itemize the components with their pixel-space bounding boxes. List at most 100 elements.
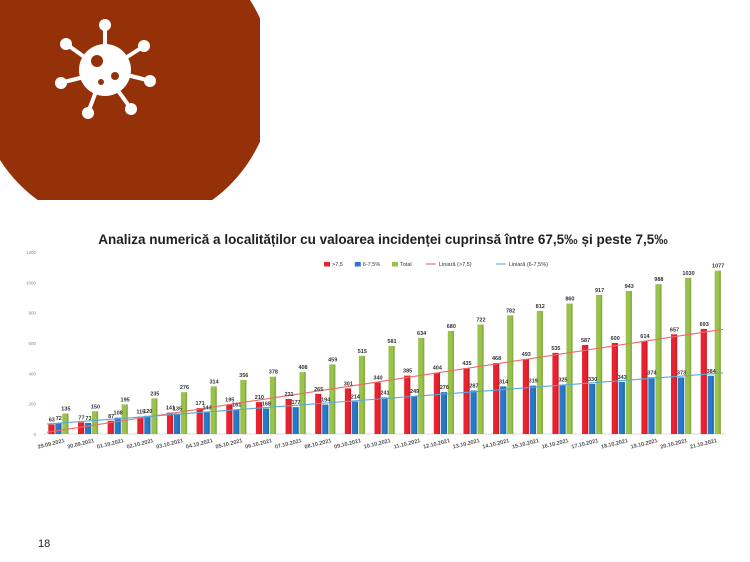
bar-blue: [589, 383, 596, 434]
y-tick-label: 600: [28, 341, 36, 346]
data-label: 135: [61, 407, 70, 413]
x-tick-label: 04.10.2021: [185, 438, 213, 450]
chart-title: Analiza numerică a localităților cu valo…: [98, 232, 668, 247]
data-label: 141: [166, 406, 175, 412]
data-label: 435: [462, 361, 471, 367]
bar-green: [91, 411, 99, 434]
bar-shade-red: [319, 393, 322, 434]
data-label: 143: [202, 405, 211, 411]
bar-shade-blue: [682, 377, 685, 434]
bar-blue: [203, 412, 210, 434]
bar-shade-red: [112, 420, 114, 434]
bar-shade-blue: [534, 385, 536, 434]
bar-red: [48, 424, 55, 434]
bar-green: [299, 372, 306, 434]
bar-blue: [55, 423, 62, 434]
bar-shade-green: [363, 355, 366, 434]
bar-blue: [173, 413, 181, 434]
data-label: 340: [373, 375, 382, 381]
bar-shade-green: [304, 372, 306, 434]
data-label: 301: [344, 381, 353, 387]
bar-red: [404, 375, 411, 434]
data-label: 77: [78, 415, 84, 421]
bar-shade-red: [260, 402, 263, 434]
bar-red: [107, 420, 114, 434]
bar-shade-red: [82, 422, 85, 434]
data-label: 782: [506, 308, 515, 314]
data-label: 493: [522, 352, 531, 358]
bar-shade-blue: [267, 408, 270, 434]
y-tick-label: 0: [33, 432, 36, 437]
legend-swatch-blue: [354, 262, 361, 267]
bar-green: [269, 376, 277, 434]
bar-blue: [500, 386, 507, 434]
bar-shade-blue: [652, 377, 655, 434]
legend-label: Liniară (>7,5): [439, 262, 472, 268]
bar-shade-green: [274, 376, 277, 434]
x-tick-label: 05.10.2021: [215, 438, 243, 450]
data-label: 581: [387, 339, 396, 345]
bar-green: [596, 294, 603, 434]
data-label: 917: [595, 288, 604, 294]
bar-green: [477, 324, 484, 434]
bar-shade-blue: [237, 409, 240, 434]
bar-shade-red: [645, 340, 648, 434]
bar-blue: [84, 422, 92, 434]
data-label: 150: [91, 404, 100, 410]
bar-blue: [262, 408, 270, 434]
bar-shade-green: [600, 294, 603, 434]
data-label: 195: [225, 397, 234, 403]
data-label: 276: [440, 385, 449, 391]
data-label: 210: [255, 395, 264, 401]
data-label: 374: [647, 370, 657, 376]
bar-green: [685, 277, 692, 434]
bar-shade-red: [349, 388, 352, 434]
bar-shade-green: [511, 315, 514, 434]
bar-blue: [529, 385, 536, 434]
bar-blue: [233, 409, 240, 434]
data-label: 614: [640, 334, 650, 340]
data-label: 161: [232, 403, 241, 409]
bar-chart: 0 200 400 600 800 1000 1200 63 77 87 115 141 171 195 2…: [26, 250, 726, 451]
x-tick-label: 09.10.2021: [334, 438, 362, 450]
x-tick-label: 06.10.2021: [245, 438, 273, 450]
bar-shade-blue: [504, 386, 507, 434]
bar-shade-blue: [475, 390, 477, 434]
bar-shade-blue: [445, 392, 448, 434]
data-label: 1077: [712, 264, 724, 270]
bar-green: [418, 337, 425, 434]
bar-shade-green: [333, 364, 336, 434]
bar-red: [611, 343, 618, 434]
bar-shade-blue: [593, 383, 596, 434]
x-tick-label: 02.10.2021: [126, 438, 154, 450]
data-label: 343: [618, 375, 627, 381]
corner-decoration: [0, 0, 260, 200]
data-label: 600: [611, 336, 620, 342]
x-tick-label: 30.09.2021: [67, 438, 95, 450]
bar-red: [166, 412, 174, 434]
bar-shade-red: [527, 359, 529, 434]
x-tick-label: 12.10.2021: [423, 438, 451, 450]
bar-red: [226, 404, 233, 434]
bar-shade-red: [438, 372, 441, 434]
bar-blue: [114, 417, 121, 434]
data-label: 408: [298, 365, 307, 371]
x-tick-label: 20.10.2021: [660, 438, 688, 450]
bar-shade-green: [244, 380, 247, 434]
bar-red: [285, 398, 292, 434]
data-label: 693: [700, 322, 709, 328]
data-label: 943: [625, 284, 634, 290]
legend-label: 6-7,5%: [363, 262, 381, 268]
bar-shade-blue: [356, 401, 359, 434]
bar-green: [358, 355, 366, 434]
data-label: 276: [180, 385, 189, 391]
data-label: 135: [173, 407, 182, 413]
x-tick-label: 11.10.2021: [393, 438, 421, 450]
bar-blue: [322, 404, 329, 434]
legend-label: >7,5: [332, 262, 343, 268]
data-label: 287: [469, 383, 478, 389]
data-label: 330: [588, 377, 597, 383]
data-label: 468: [492, 356, 501, 362]
data-label: 988: [654, 277, 663, 283]
x-tick-label: 14.10.2021: [482, 438, 510, 450]
